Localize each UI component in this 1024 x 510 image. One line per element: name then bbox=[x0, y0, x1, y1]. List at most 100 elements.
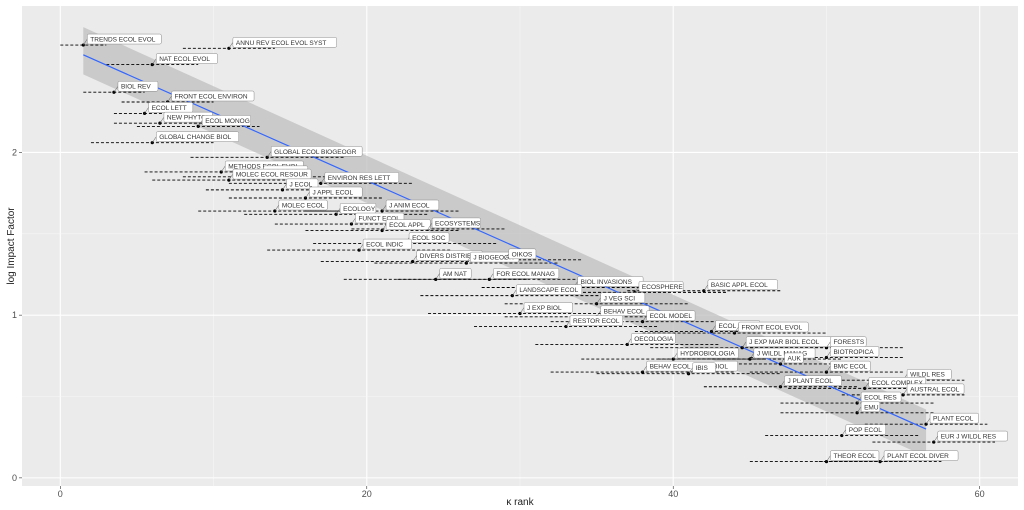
point-label: FRONT ECOL EVOL bbox=[734, 321, 809, 334]
label-connector bbox=[381, 204, 387, 212]
label-connector bbox=[596, 297, 601, 304]
label-box bbox=[508, 248, 537, 260]
label-text: EMU bbox=[864, 404, 879, 411]
label-connector bbox=[711, 325, 716, 332]
label-text: TRENDS ECOL EVOL bbox=[90, 37, 156, 44]
point-label: POP ECOL bbox=[841, 424, 887, 436]
label-text: BEHAV ECOL SOCIOBIOL bbox=[650, 364, 729, 371]
label-box bbox=[692, 362, 716, 373]
label-box bbox=[385, 199, 440, 211]
point-label: PLANT ECOL DIVER bbox=[879, 450, 959, 462]
label-box bbox=[845, 424, 887, 435]
label-box bbox=[569, 315, 623, 326]
label-connector bbox=[634, 286, 640, 293]
label-text: ECOL LETT bbox=[152, 105, 187, 112]
label-box bbox=[600, 292, 646, 304]
point-label: AM NAT bbox=[435, 268, 472, 280]
axis-ticks: 0 20 40 60 0 1 2 bbox=[12, 147, 985, 499]
label-connector bbox=[228, 42, 234, 49]
label-text: J EXP BIOL bbox=[527, 305, 562, 312]
label-text: J ANIM ECOL bbox=[389, 203, 430, 210]
label-box bbox=[784, 352, 804, 364]
label-connector bbox=[902, 388, 908, 396]
label-box bbox=[286, 178, 319, 190]
point-label: J APPL ECOL bbox=[305, 186, 363, 199]
point-label: ECOSYSTEMS bbox=[427, 217, 481, 230]
label-text: J ECOL bbox=[289, 181, 312, 188]
x-tick-label: 20 bbox=[362, 489, 372, 499]
label-box bbox=[631, 333, 676, 344]
point-label: MOLEC ECOL RESOUR bbox=[228, 168, 312, 181]
label-connector bbox=[489, 273, 494, 280]
label-connector bbox=[780, 380, 785, 387]
point-label: GLOBAL CHANGE BIOL bbox=[152, 131, 239, 143]
label-text: ANNU REV ECOL EVOL SYST bbox=[236, 40, 327, 47]
x-tick-label: 40 bbox=[668, 489, 678, 499]
point-label: BIOL REV bbox=[113, 80, 159, 93]
point-label: ECOL APPL bbox=[381, 219, 431, 231]
point-label: J ECOL bbox=[282, 178, 319, 191]
label-connector bbox=[152, 136, 157, 143]
point-label: HYDROBIOLOGIA bbox=[673, 347, 739, 360]
label-box bbox=[431, 217, 481, 229]
label-connector bbox=[351, 217, 356, 225]
label-connector bbox=[734, 326, 739, 334]
label-box bbox=[439, 268, 472, 279]
label-text: ECOL RES bbox=[864, 395, 897, 402]
label-text: ECOLOGY bbox=[343, 206, 376, 213]
label-text: J EXP MAR BIOL ECOL bbox=[749, 339, 819, 346]
label-connector bbox=[673, 352, 678, 360]
label-box bbox=[830, 450, 880, 461]
point-label: NAT ECOL EVOL bbox=[152, 53, 218, 65]
label-text: FOR ECOL MANAG bbox=[496, 271, 555, 278]
label-connector bbox=[198, 120, 203, 127]
label-text: IBIS bbox=[696, 365, 709, 372]
label-text: BASIC APPL ECOL bbox=[711, 282, 768, 289]
label-text: MOLEC ECOL bbox=[282, 203, 325, 210]
label-connector bbox=[282, 183, 287, 191]
label-text: ECOL INDIC bbox=[366, 242, 403, 249]
label-connector bbox=[688, 367, 693, 374]
label-connector bbox=[435, 273, 440, 280]
label-text: ECOL MONOG bbox=[205, 118, 250, 125]
point-label: AUK bbox=[780, 352, 804, 365]
label-box bbox=[362, 238, 412, 250]
label-connector bbox=[879, 455, 885, 462]
label-connector bbox=[412, 255, 417, 262]
y-tick-label: 0 bbox=[12, 473, 17, 483]
point-label: WILDL RES bbox=[902, 368, 952, 381]
label-box bbox=[201, 115, 251, 126]
label-connector bbox=[144, 107, 149, 114]
label-text: J APPL ECOL bbox=[312, 190, 353, 197]
label-box bbox=[408, 232, 450, 243]
label-box bbox=[523, 302, 573, 313]
label-connector bbox=[826, 351, 831, 358]
point-label: ECOL LETT bbox=[144, 102, 194, 114]
label-connector bbox=[864, 382, 869, 389]
point-label: MOLEC ECOL bbox=[274, 199, 328, 212]
label-box bbox=[929, 412, 979, 424]
label-box bbox=[638, 281, 684, 292]
label-text: AUK bbox=[787, 355, 801, 362]
label-box bbox=[385, 219, 431, 230]
point-label: LANDSCAPE ECOL bbox=[512, 284, 583, 296]
point-label: BIOL INVASIONS bbox=[573, 276, 644, 288]
y-tick-label: 1 bbox=[12, 310, 17, 320]
label-text: OECOLOGIA bbox=[634, 336, 674, 343]
label-connector bbox=[220, 165, 226, 173]
point-label: J EXP MAR BIOL ECOL bbox=[741, 336, 834, 348]
label-text: POP ECOL bbox=[849, 427, 883, 434]
label-connector bbox=[274, 204, 280, 212]
label-connector bbox=[427, 222, 433, 230]
label-text: MOLEC ECOL RESOUR bbox=[236, 172, 308, 179]
point-label: ECOL RES bbox=[856, 391, 902, 404]
label-text: HYDROBIOLOGIA bbox=[680, 351, 735, 358]
label-connector bbox=[228, 173, 234, 181]
label-text: J PLANT ECOL bbox=[787, 378, 833, 385]
point-label: RESTOR ECOL bbox=[565, 315, 623, 327]
label-box bbox=[883, 450, 959, 461]
point-label: J BIOGEOGR bbox=[466, 251, 520, 264]
x-tick-label: 0 bbox=[58, 489, 63, 499]
label-connector bbox=[627, 338, 632, 345]
label-connector bbox=[152, 58, 157, 65]
